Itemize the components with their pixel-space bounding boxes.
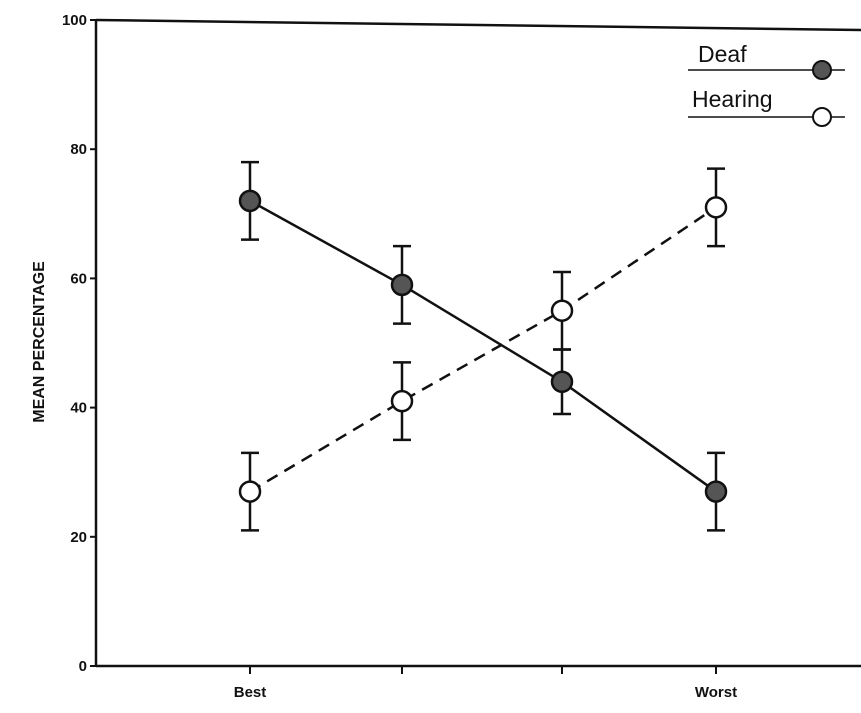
x-ticks: Best Worst [234,666,737,701]
y-tick-label: 60 [70,270,87,287]
y-tick-label: 100 [62,12,87,29]
x-tick-label: Worst [695,684,737,701]
data-point-deaf [238,189,262,213]
data-point-deaf [550,370,574,394]
top-frame-line [95,18,861,32]
legend: Deaf Hearing [688,41,845,127]
data-point-hearing [704,196,728,219]
data-point-deaf [390,273,414,297]
legend-marker-deaf [812,60,832,80]
legend-label-hearing: Hearing [692,86,773,112]
data-point-hearing [238,480,262,503]
y-tick-label: 40 [70,400,87,417]
data-point-hearing [390,389,414,413]
data-point-hearing [550,299,574,322]
series-line-hearing [249,206,717,493]
data-point-deaf [704,480,728,503]
series-line-deaf [249,199,717,493]
y-axis-title: MEAN PERCENTAGE [31,261,48,423]
y-ticks: 0 20 40 60 80 100 [62,12,96,675]
series-layer [238,160,728,532]
legend-marker-hearing [812,107,832,127]
legend-label-deaf: Deaf [698,41,747,67]
y-tick-label: 0 [79,658,87,675]
y-tick-label: 20 [70,529,87,546]
x-tick-label: Best [234,684,267,701]
y-tick-label: 80 [70,141,87,158]
